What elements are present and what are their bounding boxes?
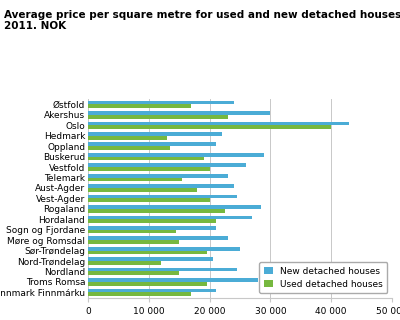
Bar <box>88 230 176 234</box>
Bar <box>88 174 228 178</box>
Bar <box>88 205 261 209</box>
Bar <box>88 184 234 188</box>
Bar <box>88 209 225 212</box>
Bar <box>88 115 228 119</box>
Bar <box>88 104 191 108</box>
Bar <box>88 251 206 254</box>
Bar <box>88 278 258 282</box>
Text: Average price per square metre for used and new detached houses.
2011. NOK: Average price per square metre for used … <box>4 10 400 31</box>
Bar <box>88 153 264 156</box>
Bar <box>88 167 210 171</box>
Bar <box>88 188 198 192</box>
Bar <box>88 282 206 286</box>
Bar <box>88 122 350 125</box>
Legend: New detached houses, Used detached houses: New detached houses, Used detached house… <box>260 262 388 293</box>
Bar <box>88 163 246 167</box>
Bar <box>88 240 179 244</box>
Bar <box>88 268 237 271</box>
Bar <box>88 236 228 240</box>
Bar <box>88 292 191 296</box>
Bar <box>88 156 204 160</box>
Bar <box>88 125 331 129</box>
Bar <box>88 178 182 181</box>
Bar <box>88 111 270 115</box>
Bar <box>88 136 167 140</box>
Bar <box>88 101 234 104</box>
Bar <box>88 198 210 202</box>
Bar <box>88 132 222 136</box>
Bar <box>88 219 216 223</box>
Bar <box>88 271 179 275</box>
Bar <box>88 247 240 251</box>
Bar <box>88 261 161 265</box>
Bar <box>88 146 170 150</box>
Bar <box>88 195 237 198</box>
Bar <box>88 226 216 230</box>
Bar <box>88 289 216 292</box>
Bar <box>88 257 213 261</box>
Bar <box>88 142 216 146</box>
Bar <box>88 216 252 219</box>
